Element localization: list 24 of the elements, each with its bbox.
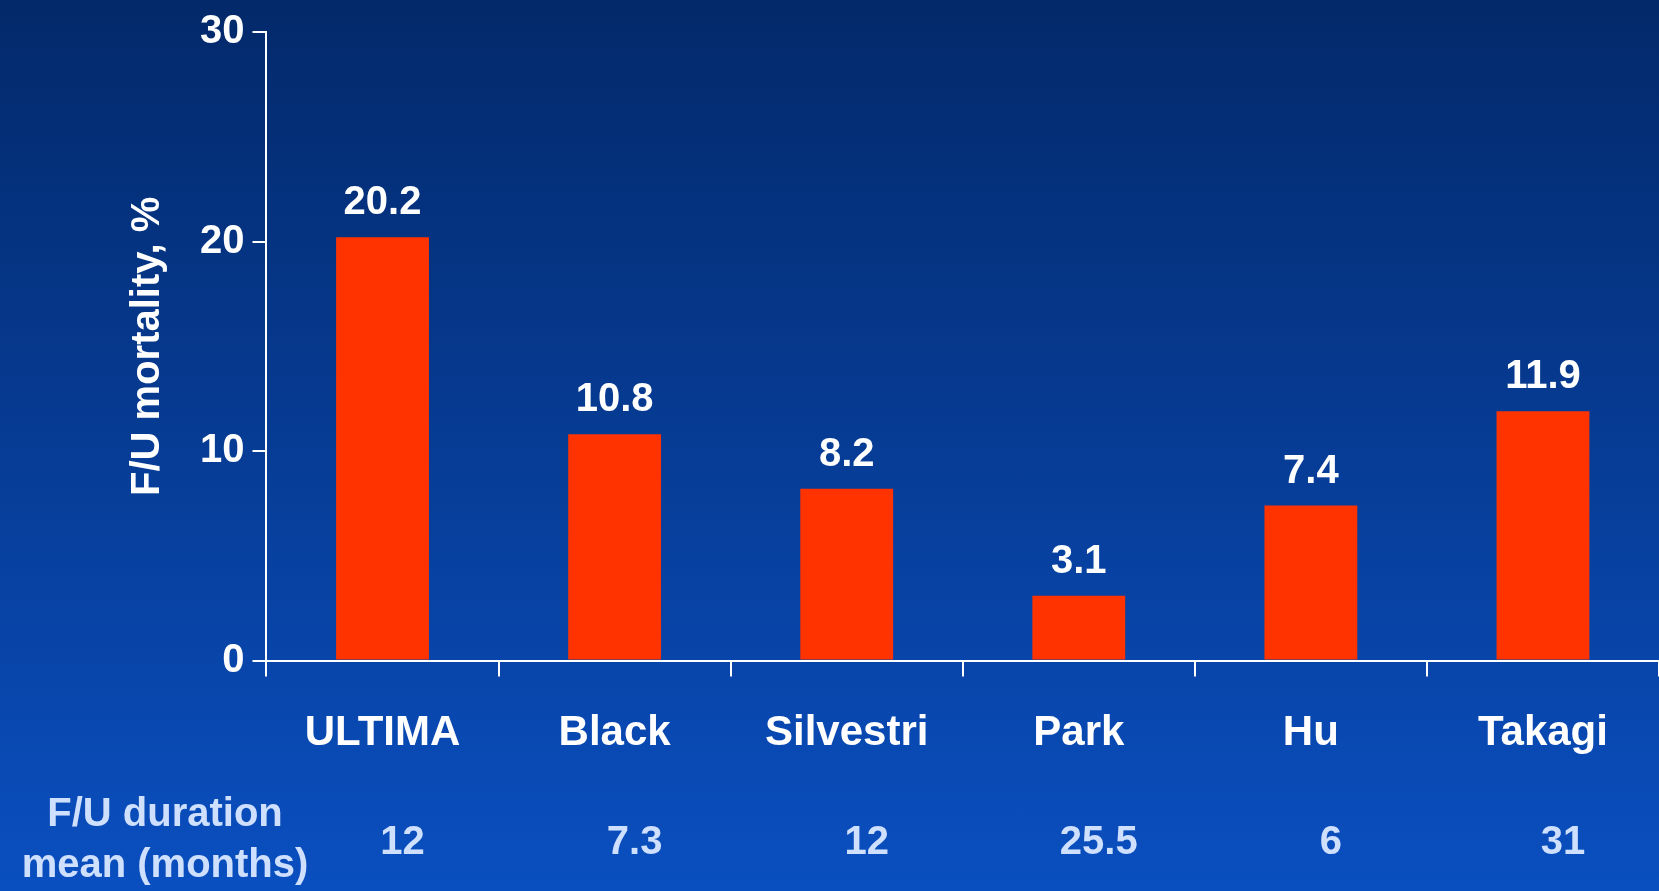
x-tick-label: Takagi xyxy=(1477,707,1608,755)
x-tick-label: Silvestri xyxy=(764,707,929,755)
text: 6 xyxy=(1319,818,1342,863)
data-label: 11.9 xyxy=(1505,352,1581,397)
x-tick-label: Hu xyxy=(1282,707,1339,755)
y-tick-label: 10 xyxy=(199,426,245,471)
text: 7.3 xyxy=(606,818,663,863)
y-axis-title: F/U mortality, % xyxy=(123,196,168,496)
text: 31 xyxy=(1540,818,1586,863)
x-tick-label: ULTIMA xyxy=(304,707,461,755)
text: 12 xyxy=(844,818,889,863)
data-label: 7.4 xyxy=(1283,446,1340,491)
data-label: 20.2 xyxy=(343,178,422,223)
y-tick-label: 30 xyxy=(199,7,245,52)
text: 25.5 xyxy=(1059,818,1138,863)
text: 12 xyxy=(380,818,425,863)
x-tick-label: Black xyxy=(558,707,672,755)
y-tick-label: 0 xyxy=(222,635,245,680)
y-tick-label: 20 xyxy=(199,216,245,261)
x-tick-label: Park xyxy=(1033,707,1125,755)
text: F/U duration mean (months) xyxy=(21,790,309,886)
data-label: 3.1 xyxy=(1050,536,1107,581)
data-label: 8.2 xyxy=(818,429,875,474)
data-label: 10.8 xyxy=(575,375,654,420)
